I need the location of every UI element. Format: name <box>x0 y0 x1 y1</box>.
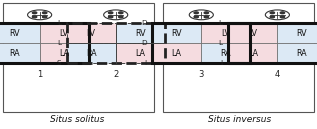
Bar <box>0 23 89 63</box>
Text: LV: LV <box>248 29 257 38</box>
Circle shape <box>280 16 285 18</box>
Text: RA: RA <box>221 49 231 58</box>
Text: RA: RA <box>86 49 96 58</box>
Text: RA: RA <box>297 49 307 58</box>
Text: LA: LA <box>172 49 182 58</box>
Text: RV: RV <box>10 29 20 38</box>
Text: 4: 4 <box>275 70 280 79</box>
Circle shape <box>194 12 198 14</box>
Bar <box>67 23 165 63</box>
Text: LV: LV <box>87 29 96 38</box>
Bar <box>116 43 165 63</box>
Text: LA: LA <box>248 49 258 58</box>
Text: L: L <box>218 20 223 26</box>
Bar <box>3 3 154 112</box>
Circle shape <box>32 16 37 18</box>
Bar <box>163 3 314 112</box>
Text: Situs solitus: Situs solitus <box>50 115 105 124</box>
Text: L: L <box>218 40 223 46</box>
Bar <box>67 43 116 63</box>
Text: D: D <box>141 40 146 46</box>
Text: LV: LV <box>221 29 230 38</box>
Text: L: L <box>57 20 61 26</box>
Circle shape <box>119 16 123 18</box>
Text: S: S <box>56 60 61 66</box>
Circle shape <box>204 12 209 14</box>
Bar <box>152 23 250 63</box>
Text: D: D <box>141 20 146 26</box>
Text: 1: 1 <box>37 70 42 79</box>
Circle shape <box>32 12 37 14</box>
Circle shape <box>204 16 209 18</box>
Bar <box>0 23 40 43</box>
Bar <box>0 43 40 63</box>
Bar <box>152 23 201 43</box>
Bar <box>228 43 277 63</box>
Bar <box>277 43 317 63</box>
Text: RV: RV <box>297 29 307 38</box>
Text: LV: LV <box>60 29 69 38</box>
Circle shape <box>119 12 123 14</box>
Circle shape <box>42 12 47 14</box>
Bar <box>116 23 165 43</box>
Circle shape <box>42 16 47 18</box>
Text: RV: RV <box>135 29 146 38</box>
Bar <box>201 23 250 43</box>
Bar <box>228 23 277 43</box>
Text: RV: RV <box>171 29 182 38</box>
Bar <box>40 43 89 63</box>
Bar <box>152 43 201 63</box>
Text: 3: 3 <box>199 70 204 79</box>
Text: I: I <box>220 60 223 66</box>
Text: Situs inversus: Situs inversus <box>208 115 271 124</box>
Circle shape <box>108 12 113 14</box>
Text: I: I <box>144 60 146 66</box>
Circle shape <box>108 16 113 18</box>
Bar <box>228 23 317 63</box>
Circle shape <box>270 16 275 18</box>
Bar <box>67 23 116 43</box>
Text: LA: LA <box>135 49 145 58</box>
Text: 2: 2 <box>113 70 118 79</box>
Bar <box>201 43 250 63</box>
Text: RA: RA <box>10 49 20 58</box>
Text: L: L <box>57 40 61 46</box>
Circle shape <box>280 12 285 14</box>
Bar <box>40 23 89 43</box>
Bar <box>277 23 317 43</box>
Circle shape <box>194 16 198 18</box>
Circle shape <box>270 12 275 14</box>
Text: LA: LA <box>59 49 69 58</box>
